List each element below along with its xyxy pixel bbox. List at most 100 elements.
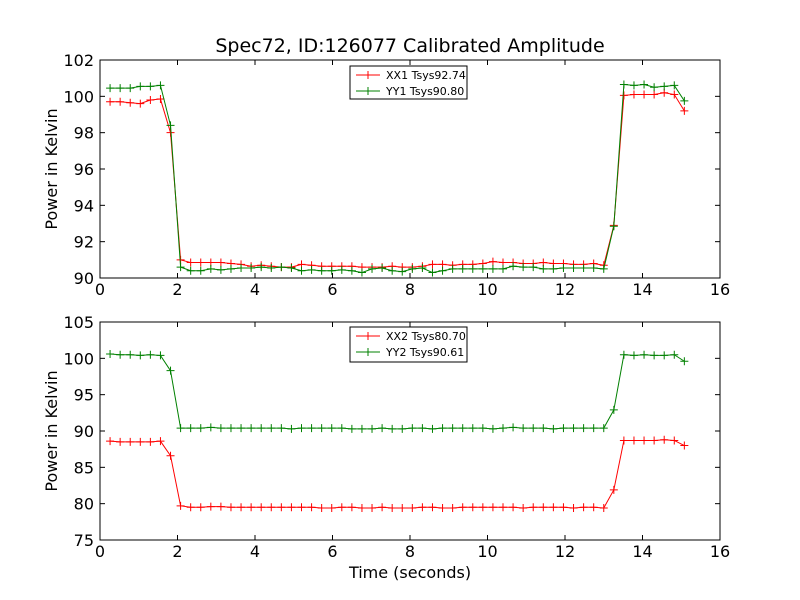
data-point bbox=[569, 424, 578, 433]
data-point bbox=[680, 106, 689, 115]
data-point bbox=[408, 424, 417, 433]
data-point bbox=[368, 424, 377, 433]
data-point bbox=[609, 222, 618, 231]
data-point bbox=[438, 266, 447, 275]
data-point bbox=[559, 503, 568, 512]
data-point bbox=[166, 366, 175, 375]
data-point bbox=[549, 424, 558, 433]
data-point bbox=[206, 502, 215, 511]
x-tick-label: 6 bbox=[327, 280, 337, 299]
series-line-2 bbox=[110, 83, 685, 274]
data-point bbox=[640, 350, 649, 359]
x-tick-label: 8 bbox=[405, 280, 415, 299]
data-point bbox=[337, 265, 346, 274]
data-point bbox=[116, 350, 125, 359]
y-tick-label: 75 bbox=[74, 531, 94, 550]
data-point bbox=[448, 264, 457, 273]
data-point bbox=[619, 436, 628, 445]
x-tick-label: 0 bbox=[95, 542, 105, 561]
data-point bbox=[126, 98, 135, 107]
data-point bbox=[388, 424, 397, 433]
data-point bbox=[186, 258, 195, 267]
data-point bbox=[579, 424, 588, 433]
data-point bbox=[226, 424, 235, 433]
data-point bbox=[186, 424, 195, 433]
x-tick-label: 14 bbox=[632, 542, 652, 561]
data-point bbox=[216, 424, 225, 433]
data-point bbox=[650, 436, 659, 445]
data-point bbox=[247, 264, 256, 273]
data-point bbox=[146, 82, 155, 91]
data-point bbox=[509, 423, 518, 432]
data-point bbox=[499, 503, 507, 512]
data-point bbox=[388, 266, 397, 275]
x-tick-label: 2 bbox=[172, 542, 182, 561]
data-point bbox=[418, 264, 427, 273]
data-point bbox=[267, 424, 276, 433]
x-tick-label: 10 bbox=[477, 542, 497, 561]
data-point bbox=[619, 91, 628, 100]
data-point bbox=[519, 424, 528, 433]
data-point bbox=[619, 80, 628, 89]
data-point bbox=[317, 504, 326, 513]
data-point bbox=[478, 503, 487, 512]
data-point bbox=[257, 263, 266, 272]
data-point bbox=[418, 503, 427, 512]
data-point bbox=[488, 264, 497, 273]
y-tick-label: 105 bbox=[63, 313, 94, 332]
data-point bbox=[549, 503, 558, 512]
series-line-1 bbox=[110, 439, 685, 509]
data-point bbox=[569, 264, 578, 273]
data-point bbox=[216, 258, 225, 267]
data-point bbox=[529, 503, 538, 512]
data-point bbox=[428, 268, 437, 277]
data-point bbox=[680, 357, 689, 366]
data-point bbox=[619, 350, 628, 359]
data-point bbox=[579, 503, 588, 512]
data-point bbox=[519, 263, 528, 272]
data-point bbox=[488, 503, 497, 512]
data-point bbox=[428, 503, 437, 512]
x-tick-label: 12 bbox=[555, 280, 575, 299]
data-point bbox=[599, 504, 608, 513]
data-point bbox=[579, 264, 588, 273]
data-point bbox=[448, 504, 457, 513]
data-point bbox=[106, 437, 115, 446]
y-tick-label: 80 bbox=[74, 495, 94, 514]
x-tick-label: 16 bbox=[710, 542, 730, 561]
data-point bbox=[529, 424, 538, 433]
legend-swatch-marker bbox=[364, 71, 372, 79]
data-point bbox=[106, 84, 115, 93]
data-point bbox=[136, 82, 145, 91]
data-point bbox=[660, 82, 669, 91]
data-point bbox=[116, 437, 125, 446]
x-axis-label: Time (seconds) bbox=[348, 563, 471, 582]
data-point bbox=[337, 503, 346, 512]
data-point bbox=[468, 264, 477, 273]
top-plot: 0 2 4 6 8 10 12 14 16 90 92 94 96 98 100 102 Power in Ke… bbox=[42, 51, 730, 299]
data-point bbox=[307, 503, 316, 512]
data-point bbox=[237, 503, 246, 512]
data-point bbox=[650, 83, 659, 92]
y-tick-label: 94 bbox=[74, 196, 94, 215]
data-point bbox=[277, 263, 286, 272]
y-tick-label: 102 bbox=[63, 51, 94, 70]
data-point bbox=[368, 504, 377, 513]
data-point bbox=[287, 503, 296, 512]
data-point bbox=[660, 351, 669, 360]
y-tick-label: 100 bbox=[63, 87, 94, 106]
data-point bbox=[428, 260, 437, 269]
data-point bbox=[458, 503, 467, 512]
data-point bbox=[136, 351, 145, 360]
data-point bbox=[226, 503, 235, 512]
data-point bbox=[327, 266, 336, 275]
data-point bbox=[307, 424, 316, 433]
y-tick-label: 100 bbox=[63, 349, 94, 368]
data-point bbox=[257, 503, 266, 512]
x-tick-label: 14 bbox=[632, 280, 652, 299]
data-point bbox=[327, 424, 336, 433]
data-point bbox=[478, 264, 487, 273]
data-point bbox=[126, 84, 135, 93]
data-point bbox=[499, 424, 507, 433]
